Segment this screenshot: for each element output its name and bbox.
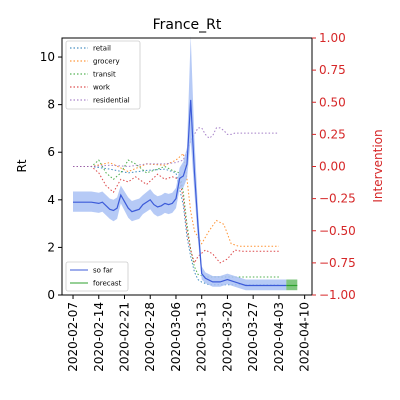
y-tick-label-left: 10 <box>40 50 55 64</box>
intervention-line-grocery <box>73 152 279 247</box>
x-tick-label: 2020-03-27 <box>246 302 260 372</box>
x-tick-label: 2020-02-07 <box>66 302 80 372</box>
x-tick-label: 2020-02-21 <box>118 302 132 372</box>
legend-label-so-far: so far <box>93 267 113 275</box>
intervention-line-residential <box>73 127 279 168</box>
y-tick-label-right: 1.00 <box>319 31 346 45</box>
y-tick-label-left: 4 <box>47 193 55 207</box>
y-tick-label-right: −0.50 <box>319 224 356 238</box>
y-tick-label-right: −0.25 <box>319 192 356 206</box>
y-axis-title-left: Rt <box>15 159 29 172</box>
y-tick-label-right: −1.00 <box>319 288 356 302</box>
forecast-confidence-band <box>286 279 298 291</box>
intervention-legend-box <box>65 40 141 110</box>
x-tick-label: 2020-03-06 <box>169 302 183 372</box>
intervention-line-transit <box>73 159 279 278</box>
y-axis-title-right: Intervention <box>371 129 385 202</box>
rt-legend-box <box>65 261 129 292</box>
legend-label-retail: retail <box>93 45 111 53</box>
y-tick-label-left: 8 <box>47 98 55 112</box>
y-tick-label-left: 6 <box>47 145 55 159</box>
y-tick-label-right: −0.75 <box>319 256 356 270</box>
intervention-line-retail <box>73 166 279 286</box>
y-tick-label-left: 0 <box>47 288 55 302</box>
legend-label-transit: transit <box>93 71 116 79</box>
legend-label-residential: residential <box>93 97 130 105</box>
legend-label-grocery: grocery <box>93 58 120 66</box>
legend-label-forecast: forecast <box>93 280 122 288</box>
rt-so-far-line <box>73 99 287 287</box>
chart-title: France_Rt <box>153 17 222 33</box>
y-tick-label-right: 0.75 <box>319 63 346 77</box>
x-tick-label: 2020-03-13 <box>195 302 209 372</box>
x-tick-label: 2020-04-10 <box>298 302 312 372</box>
x-tick-label: 2020-03-20 <box>220 302 234 372</box>
legend-label-work: work <box>93 84 111 92</box>
intervention-line-work <box>73 166 279 265</box>
x-tick-label: 2020-02-28 <box>143 302 157 372</box>
x-tick-label: 2020-02-14 <box>92 302 106 372</box>
y-tick-label-right: 0.00 <box>319 160 346 174</box>
x-tick-label: 2020-04-03 <box>272 302 286 372</box>
y-tick-label-left: 2 <box>47 240 55 254</box>
y-tick-label-right: 0.25 <box>319 127 346 141</box>
y-tick-label-right: 0.50 <box>319 95 346 109</box>
